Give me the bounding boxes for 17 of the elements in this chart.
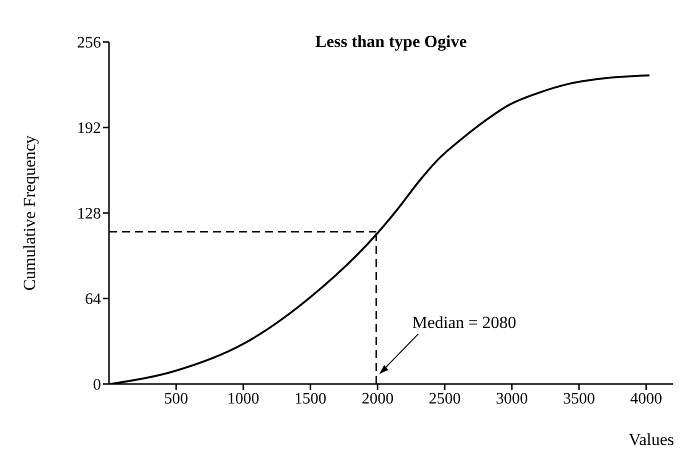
x-axis-title: Values xyxy=(628,430,674,450)
y-tick-label: 256 xyxy=(77,34,101,52)
y-tick-label: 0 xyxy=(93,376,101,394)
annotation: Median = 2080 xyxy=(412,313,516,332)
x-tick-label: 1500 xyxy=(294,390,326,408)
chart-title: Less than type Ogive xyxy=(314,32,468,52)
x-tick-label: 500 xyxy=(164,390,188,408)
y-tick-label: 192 xyxy=(77,120,101,138)
y-tick-label: 64 xyxy=(85,291,101,308)
x-tick-label: 3500 xyxy=(563,390,595,408)
x-tick-label: 2000 xyxy=(362,390,394,408)
x-tick-label: 2500 xyxy=(428,390,461,408)
x-tick-label: 1000 xyxy=(227,390,260,408)
y-tick-label: 128 xyxy=(77,206,101,223)
x-tick-label: 4000 xyxy=(630,390,662,408)
y-axis-title: Cumulative Frequency xyxy=(20,135,40,291)
x-tick-label: 3000 xyxy=(496,390,528,408)
